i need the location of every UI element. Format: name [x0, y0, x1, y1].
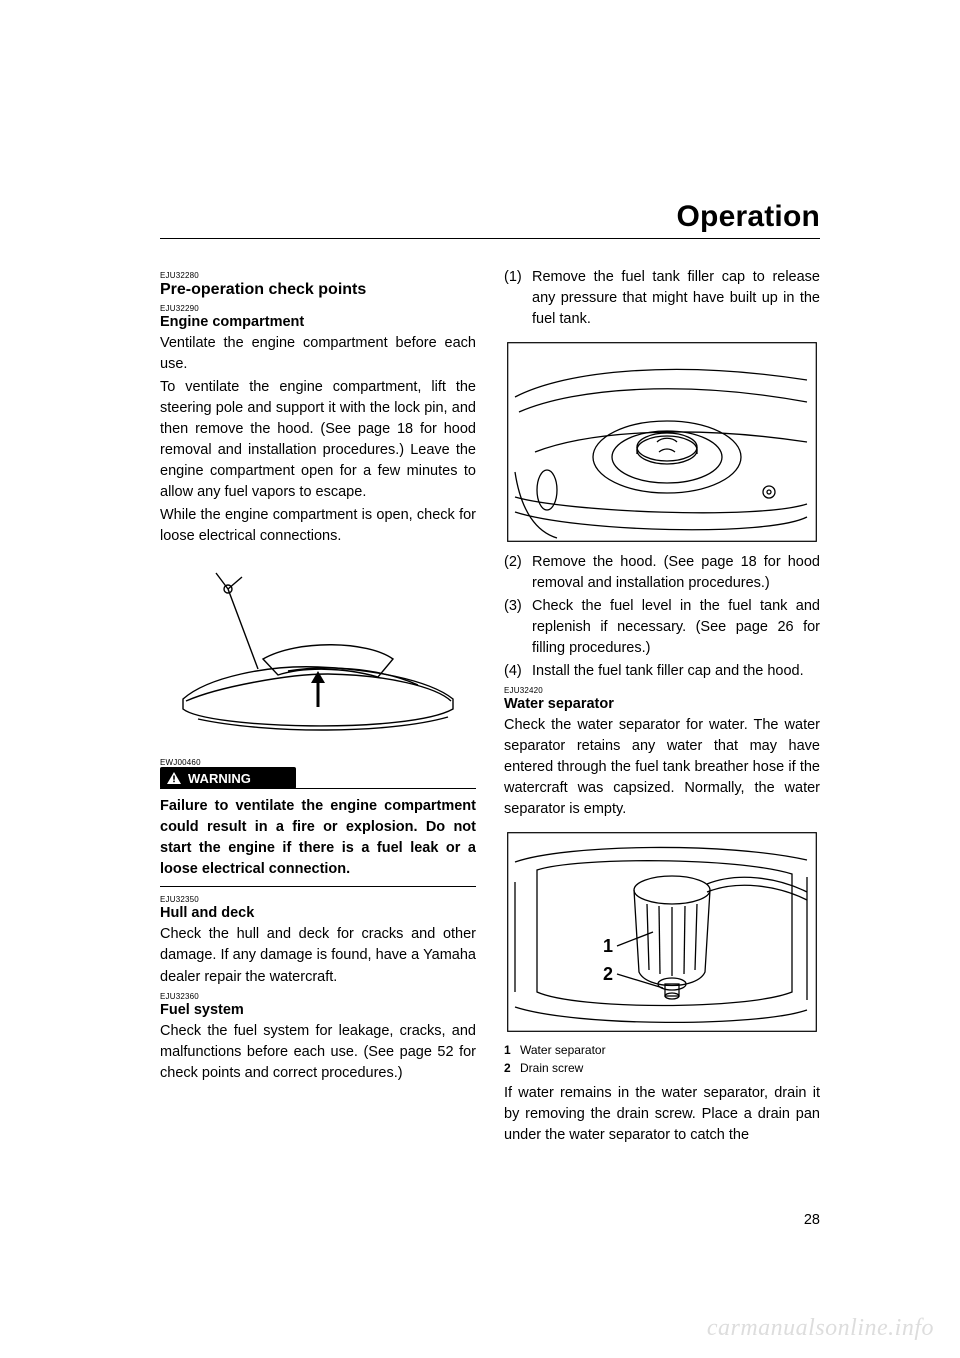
- paragraph: Check the hull and deck for cracks and o…: [160, 924, 476, 987]
- figure-callout-2: 2: [603, 964, 613, 984]
- figure-water-separator: 1 2: [504, 832, 820, 1032]
- subheading-engine: Engine compartment: [160, 313, 476, 331]
- chapter-title: Operation: [160, 200, 820, 234]
- paragraph: If water remains in the water separator,…: [504, 1083, 820, 1146]
- warning-top-rule: [160, 788, 476, 789]
- numbered-steps: (1) Remove the fuel tank filler cap to r…: [504, 267, 820, 330]
- two-column-layout: EJU32280 Pre-operation check points EJU3…: [160, 267, 820, 1146]
- page-header: Operation: [160, 200, 820, 239]
- ref-code: EJU32280: [160, 271, 476, 280]
- page-number: 28: [804, 1212, 820, 1228]
- caption-number: 2: [504, 1060, 520, 1077]
- paragraph: Check the water separator for water. The…: [504, 715, 820, 820]
- caption-text: Drain screw: [520, 1060, 583, 1077]
- numbered-steps-cont: (2) Remove the hood. (See page 18 for ho…: [504, 552, 820, 682]
- watercraft-hood-illustration: [168, 559, 468, 744]
- warning-text: Failure to ventilate the engine compartm…: [160, 796, 476, 880]
- caption-text: Water separator: [520, 1042, 606, 1059]
- water-separator-illustration: 1 2: [507, 832, 817, 1032]
- step-text: Install the fuel tank filler cap and the…: [532, 661, 820, 682]
- caption-number: 1: [504, 1042, 520, 1059]
- figure-caption-list: 1 Water separator 2 Drain screw: [504, 1042, 820, 1077]
- ref-code: EWJ00460: [160, 758, 476, 767]
- watermark: carmanualsonline.info: [707, 1315, 934, 1342]
- list-item: (3) Check the fuel level in the fuel tan…: [504, 596, 820, 659]
- fuel-cap-illustration: [507, 342, 817, 542]
- paragraph: Ventilate the engine compartment before …: [160, 333, 476, 375]
- subheading-hull: Hull and deck: [160, 904, 476, 922]
- caption-row: 1 Water separator: [504, 1042, 820, 1059]
- header-rule: [160, 238, 820, 239]
- warning-bottom-rule: [160, 886, 476, 887]
- paragraph: Check the fuel system for leakage, crack…: [160, 1021, 476, 1084]
- step-number: (3): [504, 596, 532, 659]
- ref-code: EJU32360: [160, 992, 476, 1001]
- list-item: (1) Remove the fuel tank filler cap to r…: [504, 267, 820, 330]
- figure-engine-compartment: [160, 559, 476, 744]
- step-text: Check the fuel level in the fuel tank an…: [532, 596, 820, 659]
- paragraph: To ventilate the engine compartment, lif…: [160, 377, 476, 503]
- subheading-water-separator: Water separator: [504, 695, 820, 713]
- left-column: EJU32280 Pre-operation check points EJU3…: [160, 267, 476, 1146]
- paragraph: While the engine compartment is open, ch…: [160, 505, 476, 547]
- subheading-fuel: Fuel system: [160, 1001, 476, 1019]
- warning-triangle-icon: [166, 771, 182, 785]
- step-text: Remove the hood. (See page 18 for hood r…: [532, 552, 820, 594]
- step-number: (1): [504, 267, 532, 330]
- step-text: Remove the fuel tank filler cap to relea…: [532, 267, 820, 330]
- list-item: (4) Install the fuel tank filler cap and…: [504, 661, 820, 682]
- page: Operation EJU32280 Pre-operation check p…: [0, 0, 960, 1358]
- warning-block: EWJ00460 WARNING Failure to ventilate th…: [160, 758, 476, 887]
- caption-row: 2 Drain screw: [504, 1060, 820, 1077]
- list-item: (2) Remove the hood. (See page 18 for ho…: [504, 552, 820, 594]
- step-number: (4): [504, 661, 532, 682]
- right-column: (1) Remove the fuel tank filler cap to r…: [504, 267, 820, 1146]
- warning-label-text: WARNING: [188, 771, 251, 786]
- ref-code: EJU32420: [504, 686, 820, 695]
- figure-callout-1: 1: [603, 936, 613, 956]
- step-number: (2): [504, 552, 532, 594]
- figure-fuel-cap: [504, 342, 820, 542]
- warning-label: WARNING: [160, 767, 296, 789]
- ref-code: EJU32350: [160, 895, 476, 904]
- section-heading-preop: Pre-operation check points: [160, 280, 476, 300]
- ref-code: EJU32290: [160, 304, 476, 313]
